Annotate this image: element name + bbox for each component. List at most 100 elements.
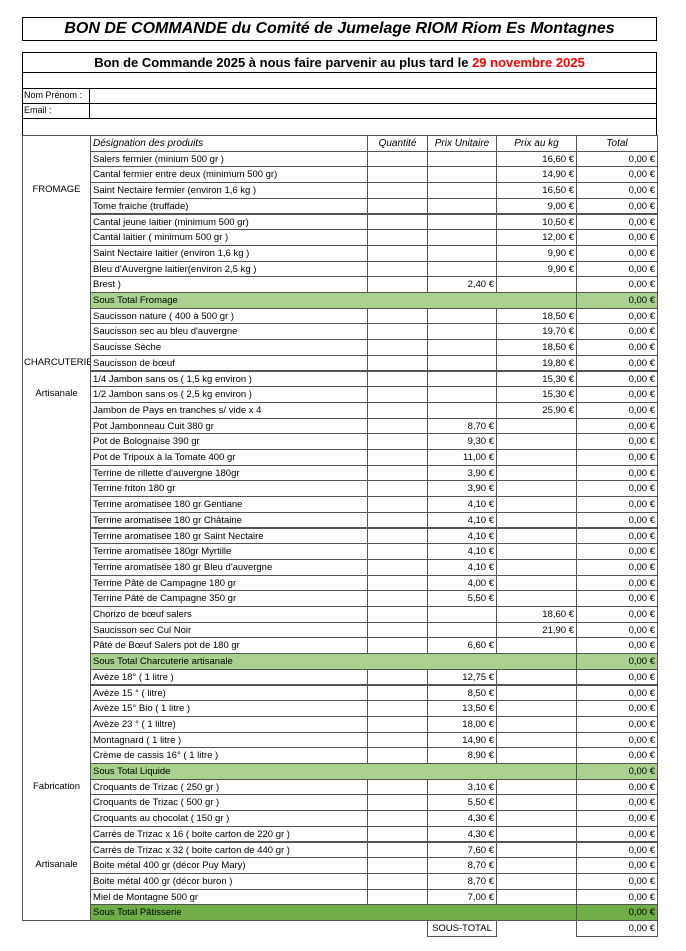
unit-price: 4,10 € <box>427 511 497 529</box>
product: Saucisson sec Cul Noir <box>90 621 368 639</box>
product: Pot Jambonneau Cuit 380 gr <box>90 417 368 435</box>
price-per-kg <box>496 794 577 812</box>
product: Avèze 18° ( 1 litre ) <box>90 668 368 686</box>
quantity <box>367 527 428 545</box>
total: 0,00 € <box>576 574 658 592</box>
product: Boite métal 400 gr (décor buron ) <box>90 872 368 890</box>
total: 0,00 € <box>576 668 658 686</box>
quantity <box>367 401 428 419</box>
product: Croquants de Trizac ( 500 gr ) <box>90 794 368 812</box>
total: 0,00 € <box>576 401 658 419</box>
price-per-kg: 9,90 € <box>496 244 577 262</box>
product: Carrés de Trizac x 16 ( boite carton de … <box>90 825 368 843</box>
unit-price <box>427 166 497 184</box>
quantity <box>367 417 428 435</box>
quantity <box>367 778 428 796</box>
product: Terrine aromatisée 180 gr Saint Nectaire <box>90 527 368 545</box>
total: 0,00 € <box>576 244 658 262</box>
price-per-kg <box>496 417 577 435</box>
subtitle: Bon de Commande 2025 à nous faire parven… <box>94 55 469 70</box>
quantity <box>367 197 428 215</box>
price-per-kg: 21,90 € <box>496 621 577 639</box>
price-per-kg <box>496 543 577 560</box>
unit-price <box>427 606 497 623</box>
group-label: Artisanale <box>35 859 78 871</box>
form-field <box>89 88 657 104</box>
product: Brest ) <box>90 276 368 293</box>
price-per-kg: 9,00 € <box>496 197 577 215</box>
unit-price: 4,10 € <box>427 543 497 560</box>
quantity <box>367 794 428 812</box>
total: 0,00 € <box>576 480 658 498</box>
total: 0,00 € <box>576 307 658 325</box>
product: Avèze 15 ° ( litre) <box>90 684 368 702</box>
price-per-kg <box>496 684 577 702</box>
price-per-kg <box>496 857 577 874</box>
total: 0,00 € <box>576 417 658 435</box>
total: 0,00 € <box>576 433 658 450</box>
quantity <box>367 150 428 168</box>
subtotal-label: Sous Total Fromage <box>90 292 577 309</box>
price-per-kg: 15,30 € <box>496 370 577 388</box>
unit-price: 7,00 € <box>427 888 497 906</box>
product: Crème de cassis 16° ( 1 litre ) <box>90 747 368 764</box>
group-label: CHARCUTERIE <box>24 356 91 368</box>
product: Pâté de Bœuf Salers pot de 180 gr <box>90 637 368 655</box>
column-header: Quantité <box>367 135 428 152</box>
email-label: Email : <box>24 105 52 115</box>
product: Terrine aromatisée 180gr Myrtille <box>90 543 368 560</box>
price-per-kg <box>496 700 577 717</box>
price-per-kg: 15,30 € <box>496 386 577 403</box>
unit-price: 4,30 € <box>427 810 497 827</box>
product: Croquants au chocolat ( 150 gr ) <box>90 810 368 827</box>
unit-price <box>427 621 497 639</box>
unit-price: 5,50 € <box>427 590 497 607</box>
product: Saucisse Sèche <box>90 339 368 356</box>
unit-price <box>427 213 497 231</box>
price-per-kg <box>496 464 577 482</box>
total: 0,00 € <box>576 229 658 246</box>
quantity <box>367 731 428 749</box>
unit-price: 5,50 € <box>427 794 497 812</box>
product: Miel de Montagne 500 gr <box>90 888 368 906</box>
quantity <box>367 480 428 498</box>
total: 0,00 € <box>576 213 658 231</box>
quantity <box>367 213 428 231</box>
unit-price <box>427 370 497 388</box>
quantity <box>367 590 428 607</box>
product: Avèze 23 ° ( 1 liltre) <box>90 715 368 733</box>
total: 0,00 € <box>576 354 658 372</box>
quantity <box>367 825 428 843</box>
quantity <box>367 307 428 325</box>
price-per-kg <box>496 731 577 749</box>
unit-price: 4,10 € <box>427 527 497 545</box>
price-per-kg <box>496 433 577 450</box>
total: 0,00 € <box>576 276 658 293</box>
deadline: 29 novembre 2025 <box>472 55 585 70</box>
price-per-kg <box>496 558 577 576</box>
price-per-kg: 19,80 € <box>496 354 577 372</box>
quantity <box>367 888 428 906</box>
total: 0,00 € <box>576 292 658 309</box>
group-label: Fabrication <box>33 780 80 792</box>
unit-price <box>427 260 497 278</box>
name-label: Nom Prénom : <box>24 90 83 100</box>
total: 0,00 € <box>576 904 658 921</box>
price-per-kg <box>496 747 577 764</box>
price-per-kg <box>496 511 577 529</box>
quantity <box>367 857 428 874</box>
price-per-kg: 25,90 € <box>496 401 577 419</box>
unit-price: 2,40 € <box>427 276 497 293</box>
unit-price <box>427 386 497 403</box>
unit-price: 12,75 € <box>427 668 497 686</box>
price-per-kg: 18,60 € <box>496 606 577 623</box>
column-header: Prix Unitaire <box>427 135 497 152</box>
price-per-kg <box>496 841 577 859</box>
total: 0,00 € <box>576 527 658 545</box>
product: Cantal laitier ( minimum 500 gr ) <box>90 229 368 246</box>
product: Terrine aromatisée 180 gr Bleu d'auvergn… <box>90 558 368 576</box>
subtotal-label: Sous Total Pâtisserie <box>90 904 577 921</box>
subtotal-label: Sous Total Liquide <box>90 763 577 780</box>
total: 0,00 € <box>576 637 658 655</box>
